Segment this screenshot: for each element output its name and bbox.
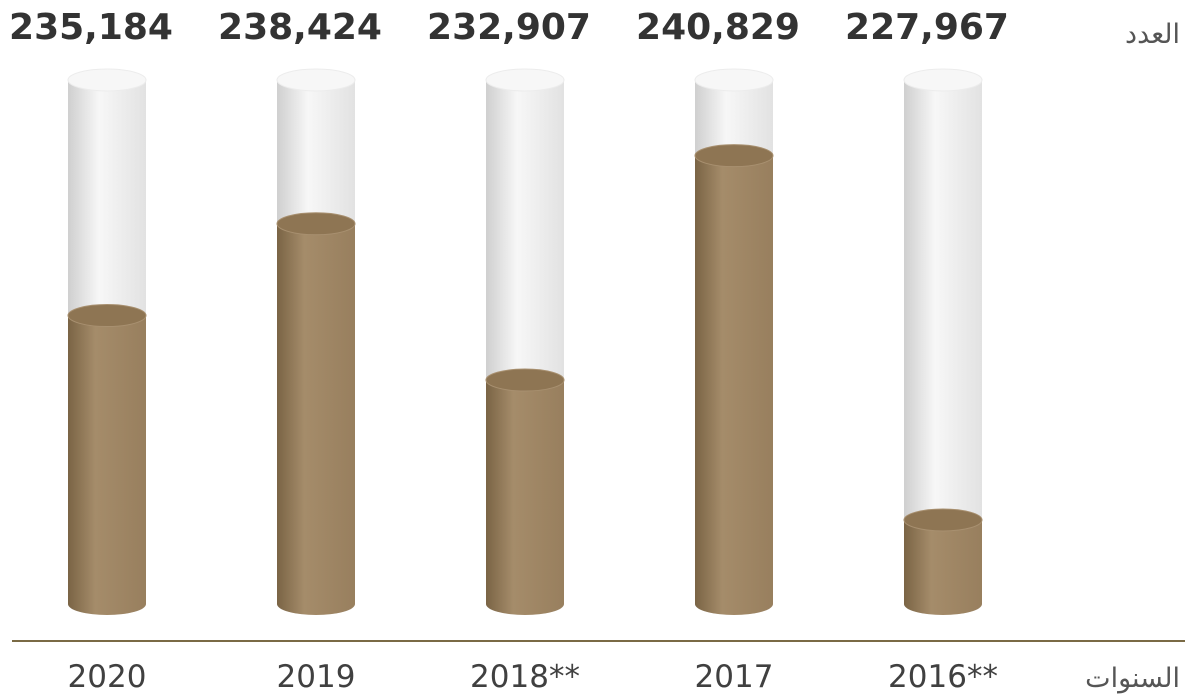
y-axis-title: العدد [1125,19,1180,50]
bar-fill [695,155,773,615]
value-label: 235,184 [9,7,173,48]
value-label: 232,907 [427,7,591,48]
x-axis-title: السنوات [1085,663,1180,694]
year-label: 2016** [888,659,998,695]
year-label: 2017 [695,659,774,695]
value-label: 240,829 [636,7,800,48]
cylinder-rim [903,68,983,92]
bar-top [694,144,774,168]
cylinder-rim [276,68,356,92]
cylinder-rim [485,68,565,92]
bar-top [903,508,983,532]
bar-fill [68,315,146,615]
year-label: 2020 [68,659,147,695]
value-label: 227,967 [845,7,1009,48]
bar-top [276,212,356,236]
bar-fill [486,380,564,615]
cylinder-rim [67,68,147,92]
bar-fill [277,223,355,615]
bar-top [485,368,565,392]
cylinder-empty [904,80,982,615]
bar-top [67,304,147,328]
year-label: 2018** [470,659,580,695]
cylinder-rim [694,68,774,92]
bar-fill [904,519,982,615]
cylinders-group: 227,967 2016** 240,829 2017 232,907 2018** 238… [9,7,1009,695]
value-label: 238,424 [218,7,382,48]
year-label: 2019 [277,659,356,695]
